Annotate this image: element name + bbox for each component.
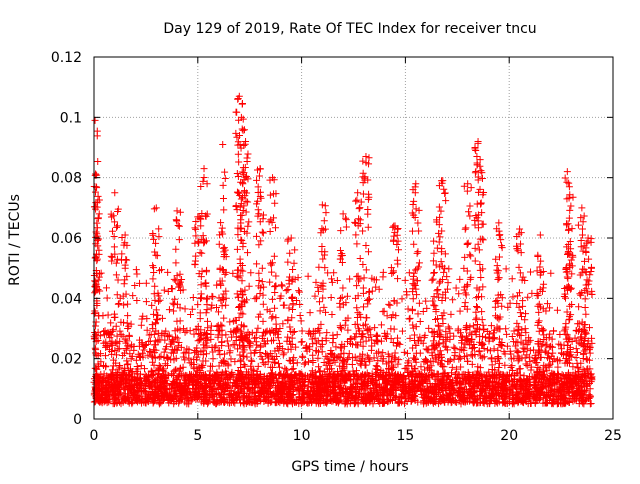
chart-container: 051015202500.020.040.060.080.10.12 Day 1… [0,0,640,480]
roti-scatter-chart: 051015202500.020.040.060.080.10.12 Day 1… [0,0,640,480]
